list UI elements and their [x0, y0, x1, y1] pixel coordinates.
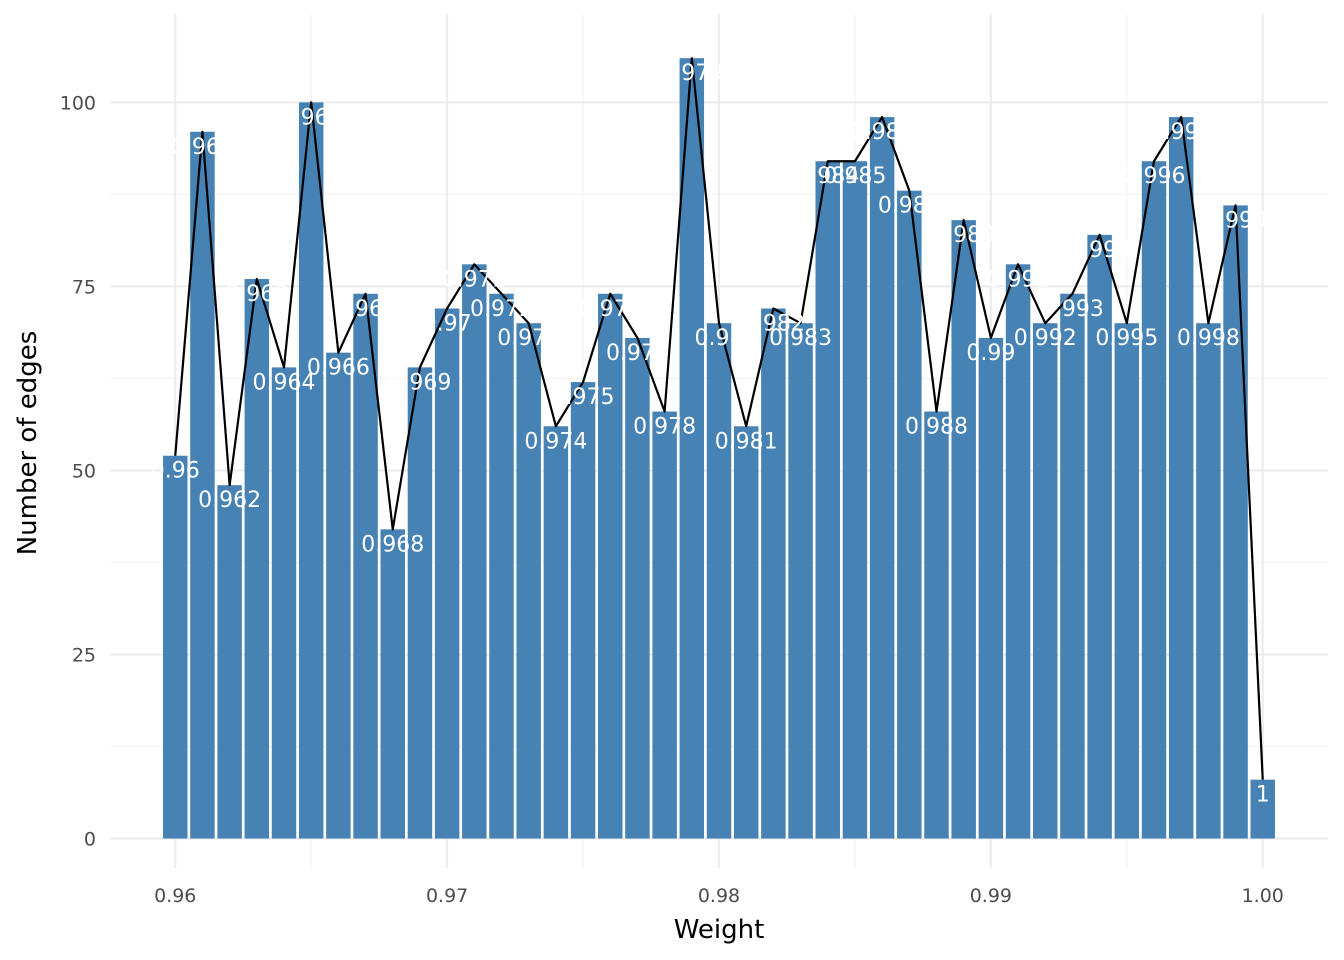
- bar-value-label: 0.998: [1177, 326, 1240, 351]
- bar-value-label: 0.964: [253, 370, 316, 395]
- bar-value-label: 0.999: [1204, 208, 1267, 233]
- bar: [598, 293, 623, 839]
- bar-value-label: 0.985: [823, 164, 886, 189]
- y-tick-label: 0: [84, 829, 96, 851]
- bar: [978, 337, 1004, 839]
- bar: [1060, 293, 1085, 839]
- bar-value-label: 0.989: [932, 223, 995, 248]
- x-tick-label: 0.97: [426, 885, 468, 907]
- bar-value-label: 0.98: [695, 326, 744, 351]
- bar-value-label: 0.988: [905, 415, 968, 440]
- bar-value-label: 0.97: [423, 311, 472, 336]
- bar-value-label: 0.969: [388, 370, 451, 395]
- bar: [652, 411, 677, 839]
- bar-value-label: 0.976: [579, 297, 642, 322]
- bar: [815, 161, 840, 839]
- bar: [842, 161, 868, 839]
- bar: [1196, 323, 1221, 839]
- axes: 0.96 0.97 0.98 0.99 1.00 0 25 50 75 100: [60, 92, 1284, 907]
- bar-value-label: 0.973: [497, 326, 560, 351]
- bar: [1005, 264, 1031, 839]
- bar: [679, 58, 705, 839]
- bar-value-label: 0.99: [966, 341, 1015, 366]
- bar: [1114, 323, 1140, 839]
- bar: [271, 367, 297, 839]
- bar-value-label: 0.974: [524, 429, 587, 454]
- bar-value-label: 0.966: [307, 356, 370, 381]
- bar-value-label: 0.972: [470, 297, 533, 322]
- bar-value-label: 0.967: [334, 297, 397, 322]
- bar: [897, 190, 922, 839]
- bar-value-label: 0.975: [552, 385, 615, 410]
- bar: [869, 117, 895, 839]
- x-tick-label: 1.00: [1242, 885, 1284, 907]
- bar: [951, 220, 976, 839]
- bar-value-label: 0.994: [1068, 238, 1131, 263]
- bar: [244, 279, 270, 839]
- bar-value-label: 0.979: [660, 61, 723, 86]
- bar: [706, 323, 732, 839]
- x-tick-label: 0.96: [154, 885, 196, 907]
- y-axis-title: Number of edges: [13, 331, 43, 556]
- bar: [489, 293, 514, 839]
- bar-value-label: 0.978: [633, 415, 696, 440]
- bar-value-label: 0.995: [1095, 326, 1158, 351]
- bar: [217, 485, 242, 839]
- bar-value-label: 0.986: [851, 120, 914, 145]
- bar: [353, 293, 378, 839]
- bar-value-label: 0.992: [1014, 326, 1077, 351]
- bar: [1087, 234, 1112, 839]
- bar-value-label: 0.96: [151, 459, 200, 484]
- bars: [163, 58, 1275, 839]
- bar-value-label: 0.997: [1150, 120, 1213, 145]
- y-tick-label: 25: [72, 645, 96, 667]
- bar-value-label: 0.971: [443, 267, 506, 292]
- bar: [516, 323, 541, 839]
- bar: [761, 308, 786, 839]
- bar: [1250, 779, 1275, 839]
- y-tick-label: 100: [60, 92, 96, 114]
- bar: [462, 264, 487, 839]
- bar: [788, 323, 813, 839]
- bar: [543, 426, 569, 839]
- bar: [434, 308, 460, 839]
- bar: [733, 426, 759, 839]
- bar-value-label: 0.981: [715, 429, 778, 454]
- bar: [570, 382, 596, 839]
- bar-value-label: 0.983: [769, 326, 832, 351]
- x-axis-title: Weight: [674, 915, 765, 945]
- bar: [1168, 117, 1194, 839]
- data-labels: 0.96 0.961 0.962 0.963 0.964 0.965 0.966 0.967 0…: [151, 61, 1270, 807]
- y-tick-label: 75: [72, 276, 96, 298]
- bar-value-label: 0.987: [878, 194, 941, 219]
- bar: [163, 455, 188, 839]
- bar: [380, 529, 405, 839]
- bar-value-label: 1: [1256, 783, 1270, 808]
- bar: [407, 367, 433, 839]
- frequency-polyline: [174, 57, 1264, 780]
- bar: [625, 337, 650, 839]
- bar: [1223, 205, 1248, 839]
- x-tick-label: 0.99: [970, 885, 1012, 907]
- bar: [326, 352, 351, 839]
- bar-value-label: 0.965: [280, 105, 343, 130]
- bar-value-label: 0.996: [1123, 164, 1186, 189]
- bar-value-label: 0.993: [1041, 297, 1104, 322]
- y-tick-label: 50: [72, 460, 96, 482]
- bar-value-label: 0.968: [361, 532, 424, 557]
- bar-value-label: 0.984: [796, 164, 859, 189]
- bar-value-label: 0.991: [987, 267, 1050, 292]
- x-tick-label: 0.98: [698, 885, 740, 907]
- bar: [298, 102, 324, 839]
- bar-value-label: 0.962: [198, 488, 261, 513]
- bar-value-label: 0.977: [606, 341, 669, 366]
- bar: [1033, 323, 1058, 839]
- bar-value-label: 0.982: [742, 311, 805, 336]
- frequency-line: [174, 57, 1264, 780]
- bar: [924, 411, 949, 839]
- bar: [1141, 161, 1167, 839]
- bar-value-label: 0.961: [171, 135, 234, 160]
- bar-value-label: 0.963: [225, 282, 288, 307]
